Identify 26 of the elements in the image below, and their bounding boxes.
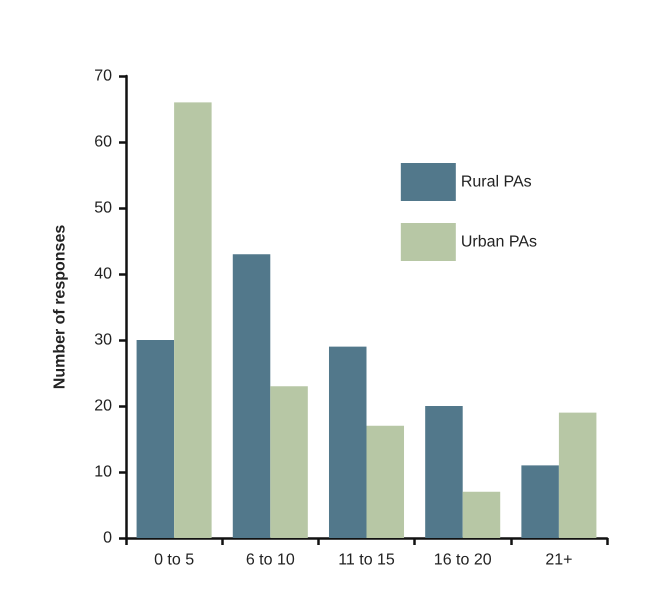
bar xyxy=(328,346,366,538)
y-tick-label: 50 xyxy=(94,200,112,216)
bar xyxy=(462,492,500,538)
x-tick-label: 0 to 5 xyxy=(154,552,194,568)
bar xyxy=(521,465,559,538)
x-tick-label: 6 to 10 xyxy=(246,552,295,568)
legend-label: Urban PAs xyxy=(460,234,538,250)
y-tick-label: 0 xyxy=(103,530,112,546)
y-tick-label: 20 xyxy=(94,398,112,414)
bar xyxy=(270,386,308,538)
x-tick-label: 16 to 20 xyxy=(434,552,492,568)
y-tick-label: 40 xyxy=(94,266,112,282)
legend-label: Rural PAs xyxy=(460,174,532,190)
y-tick-label: 60 xyxy=(94,134,112,150)
bar xyxy=(136,340,174,538)
bar xyxy=(425,406,463,538)
y-tick-label: 30 xyxy=(94,332,112,348)
bar xyxy=(558,412,596,538)
y-tick-label: 70 xyxy=(94,68,112,84)
bar xyxy=(174,102,212,538)
bar xyxy=(366,426,404,538)
x-tick-label: 21+ xyxy=(545,552,572,568)
x-tick-label: 11 to 15 xyxy=(338,552,395,568)
y-axis-title: Number of responses xyxy=(52,224,68,390)
y-tick-label: 10 xyxy=(94,464,112,480)
bar xyxy=(232,254,270,538)
